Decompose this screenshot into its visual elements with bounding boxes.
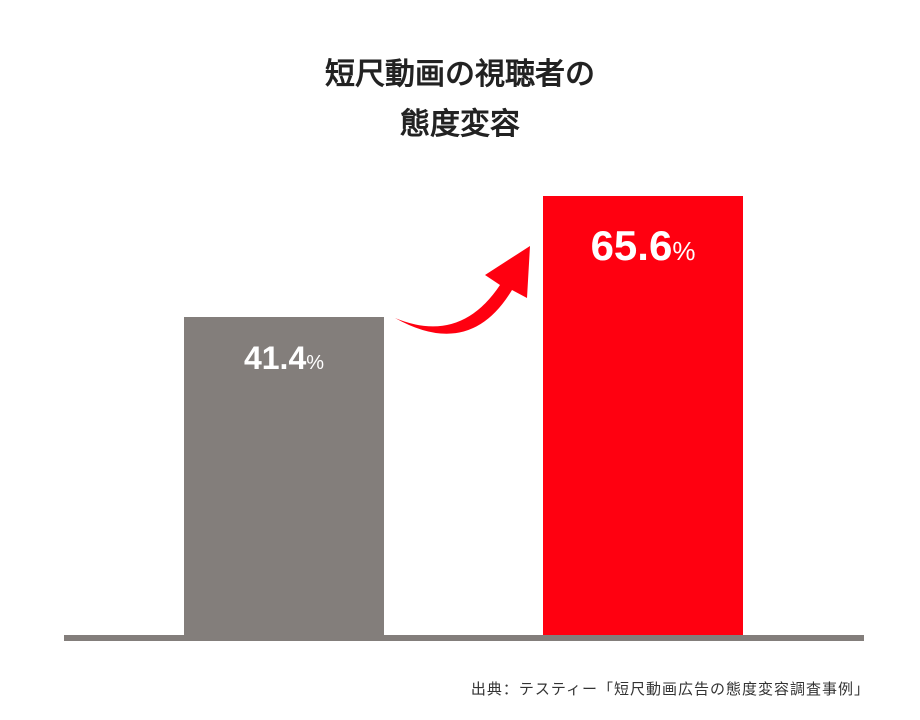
baseline-axis <box>64 635 864 641</box>
bar-after <box>543 196 743 635</box>
chart-title-line-1: 短尺動画の視聴者の <box>325 57 595 92</box>
increase-arrow-icon <box>395 246 530 334</box>
bar-before <box>184 317 384 635</box>
chart-title-line-2: 態度変容 <box>400 107 520 142</box>
source-note: 出典：テスティー「短尺動画広告の態度変容調査事例」 <box>470 680 870 698</box>
